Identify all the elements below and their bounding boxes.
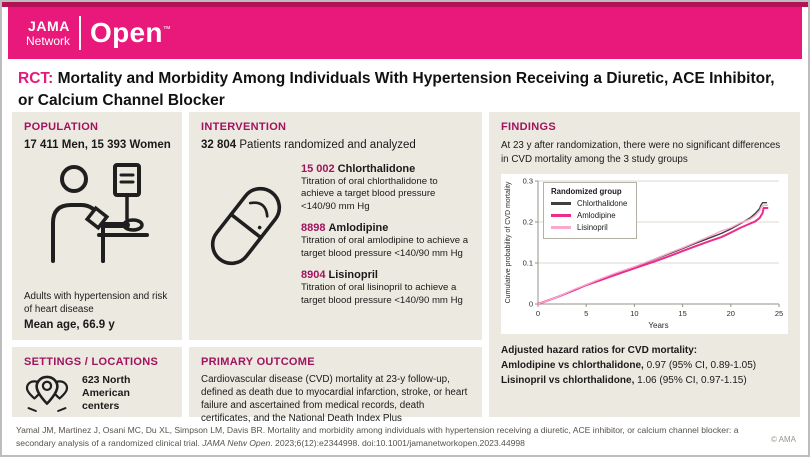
settings-text: 623 North American centers xyxy=(82,374,131,413)
pill-capsule-icon xyxy=(210,186,282,266)
logo-divider xyxy=(79,16,82,50)
chart-legend: Randomized group Chlorthalidone Amlodipine… xyxy=(543,182,638,240)
hazard-ratios-title: Adjusted hazard ratios for CVD mortality… xyxy=(501,345,698,357)
logo-network-text: Network xyxy=(26,34,71,48)
legend-swatch xyxy=(551,202,571,205)
group-n: 15 002 xyxy=(301,163,335,175)
intervention-count-label: Patients randomized and analyzed xyxy=(236,139,416,151)
legend-title: Randomized group xyxy=(551,187,622,197)
intervention-count: 32 804 xyxy=(201,139,237,151)
citation-text: Yamal JM, Martinez J, Osani MC, Du XL, S… xyxy=(16,425,739,449)
legend-label: Amlodipine xyxy=(577,211,616,221)
settings-heading: SETTINGS / LOCATIONS xyxy=(24,356,159,368)
trademark-symbol: ™ xyxy=(162,24,172,34)
svg-text:0: 0 xyxy=(529,300,533,309)
primary-outcome-heading: PRIMARY OUTCOME xyxy=(201,356,315,368)
legend-swatch xyxy=(551,226,571,229)
citation-journal: JAMA Netw Open xyxy=(202,438,271,449)
legend-item-amlodipine: Amlodipine xyxy=(551,211,627,220)
legend-item-chlorthalidone: Chlorthalidone xyxy=(551,199,627,208)
group-description: Titration of oral chlorthalidone to achi… xyxy=(301,176,438,212)
legend-swatch xyxy=(551,214,571,217)
primary-outcome-panel: PRIMARY OUTCOME Cardiovascular disease (… xyxy=(189,347,482,424)
group-name: Chlorthalidone xyxy=(337,163,416,175)
group-chlorthalidone: 15 002 Chlorthalidone Titration of oral c… xyxy=(301,163,470,213)
content-grid: POPULATION 17 411 Men, 15 393 Women Adul… xyxy=(2,112,808,424)
svg-text:Cumulative probability of CVD: Cumulative probability of CVD mortality xyxy=(505,181,512,303)
population-description: Adults with hypertension and risk of hea… xyxy=(24,291,168,316)
svg-text:0.3: 0.3 xyxy=(523,177,533,186)
legend-label: Lisinopril xyxy=(577,223,608,233)
svg-text:15: 15 xyxy=(678,309,686,318)
group-lisinopril: 8904 Lisinopril Titration of oral lisinop… xyxy=(301,269,470,307)
svg-text:5: 5 xyxy=(584,309,588,318)
legend-item-lisinopril: Lisinopril xyxy=(551,223,627,232)
jama-network-open-logo: JAMA Network Open™ xyxy=(26,16,171,50)
findings-heading: FINDINGS xyxy=(501,121,556,133)
logo-open-text: Open xyxy=(90,17,163,48)
copyright-label: © AMA xyxy=(770,435,796,444)
svg-text:20: 20 xyxy=(727,309,735,318)
group-name: Lisinopril xyxy=(328,269,378,282)
hazard-ratio-lisinopril: Lisinopril vs chlorthalidone, 1.06 (95% … xyxy=(501,375,747,387)
svg-text:0.2: 0.2 xyxy=(523,218,533,227)
title-rct-prefix: RCT: xyxy=(18,70,54,87)
chart-canvas: 0 5 10 15 20 25 0 0.1 0.2 0.3 Years Cumulative prob… xyxy=(505,177,783,331)
top-accent-bar xyxy=(2,2,808,7)
cvd-mortality-chart: 0 5 10 15 20 25 0 0.1 0.2 0.3 Years Cumulative prob… xyxy=(501,174,788,335)
primary-outcome-text: Cardiovascular disease (CVD) mortality a… xyxy=(201,374,468,424)
legend-label: Chlorthalidone xyxy=(577,199,628,209)
intervention-panel: INTERVENTION 32 804 Patients randomized … xyxy=(189,112,482,340)
population-mean-age: Mean age, 66.9 y xyxy=(24,319,115,331)
jama-banner: JAMA Network Open™ xyxy=(8,7,802,59)
svg-text:25: 25 xyxy=(775,309,783,318)
svg-text:0.1: 0.1 xyxy=(523,259,533,268)
group-description: Titration of oral lisinopril to achieve … xyxy=(301,282,463,306)
group-name: Amlodipine xyxy=(328,222,389,235)
group-n: 8898 xyxy=(301,222,326,235)
svg-text:0: 0 xyxy=(536,309,540,318)
group-n: 8904 xyxy=(301,269,326,282)
settings-panel: SETTINGS / LOCATIONS 623 North American … xyxy=(12,347,182,417)
findings-summary: At 23 y after randomization, there were … xyxy=(501,140,781,165)
svg-text:10: 10 xyxy=(630,309,638,318)
logo-jama-text: JAMA xyxy=(27,18,71,34)
population-panel: POPULATION 17 411 Men, 15 393 Women Adul… xyxy=(12,112,182,340)
title-text: Mortality and Morbidity Among Individual… xyxy=(18,70,775,110)
population-headline: 17 411 Men, 15 393 Women xyxy=(24,139,171,151)
page-title: RCT: Mortality and Morbidity Among Indiv… xyxy=(2,59,808,112)
svg-text:Years: Years xyxy=(648,321,668,330)
patient-blood-pressure-icon xyxy=(51,163,149,263)
map-pins-icon xyxy=(25,375,69,413)
intervention-heading: INTERVENTION xyxy=(201,121,287,133)
group-description: Titration of oral amlodipine to achieve … xyxy=(301,235,469,259)
citation-footer: Yamal JM, Martinez J, Osani MC, Du XL, S… xyxy=(2,417,808,451)
findings-panel: FINDINGS At 23 y after randomization, th… xyxy=(489,112,800,417)
population-heading: POPULATION xyxy=(24,121,99,133)
hazard-ratio-amlodipine: Amlodipine vs chlorthalidone, 0.97 (95% … xyxy=(501,360,757,372)
group-amlodipine: 8898 Amlodipine Titration of oral amlodip… xyxy=(301,222,470,260)
